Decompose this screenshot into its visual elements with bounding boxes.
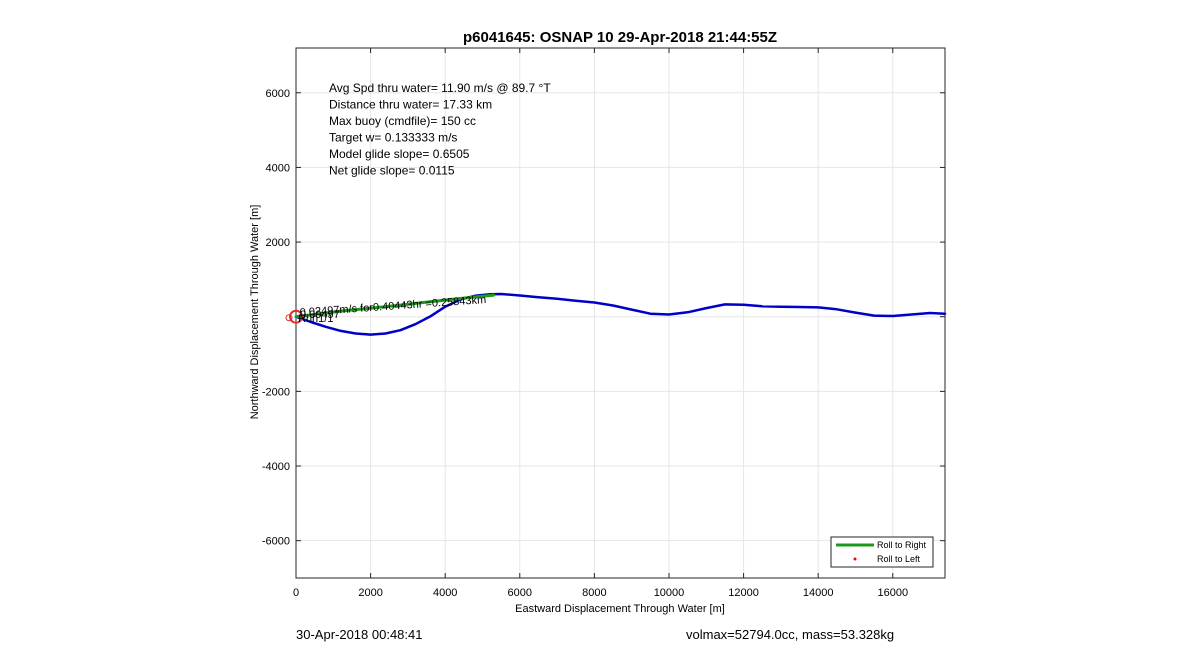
legend-label-roll-right: Roll to Right (877, 540, 927, 550)
legend-box (830, 536, 934, 568)
series (285, 292, 947, 336)
track-series-line (294, 292, 947, 336)
footer-timestamp: 30-Apr-2018 00:48:41 (296, 627, 423, 642)
roll-right-series-line (294, 293, 496, 319)
stats-annotation-line: Net glide slope= 0.0115 (329, 164, 455, 178)
start-marker (289, 309, 303, 324)
x-tick-label: 12000 (728, 587, 759, 599)
chart-title: p6041645: OSNAP 10 29-Apr-2018 21:44:55Z (463, 29, 777, 46)
stats-annotation-line: Target w= 0.133333 m/s (329, 131, 457, 145)
x-tick-label: 2000 (358, 587, 382, 599)
x-tick-label: 14000 (803, 587, 834, 599)
x-axis-label: Eastward Displacement Through Water [m] (515, 603, 725, 615)
y-tick-label: 2000 (266, 237, 290, 249)
y-tick-label: 6000 (266, 88, 290, 100)
legend: Roll to Right Roll to Left (830, 536, 934, 568)
y-tick-label: -2000 (262, 386, 290, 398)
stats-annotation-line: Avg Spd thru water= 11.90 m/s @ 89.7 °T (329, 81, 551, 95)
axis-ticks: 0 2000 4000 6000 8000 10000 12000 14000 16000 -60… (262, 48, 945, 599)
stats-annotation-line: Max buoy (cmdfile)= 150 cc (329, 114, 476, 128)
x-tick-label: 10000 (654, 587, 685, 599)
stats-annotation-line: Distance thru water= 17.33 km (329, 98, 492, 112)
y-tick-label: -4000 (262, 461, 290, 473)
x-tick-label: 0 (293, 587, 299, 599)
x-tick-label: 8000 (582, 587, 606, 599)
legend-label-roll-left: Roll to Left (877, 554, 921, 564)
legend-swatch-roll-left (853, 557, 857, 561)
stats-annotation-line: Model glide slope= 0.6505 (329, 147, 470, 161)
x-tick-label: 4000 (433, 587, 457, 599)
annotations: Avg Spd thru water= 11.90 m/s @ 89.7 °T D… (298, 81, 551, 325)
current-annotation: 0.00497 (300, 309, 340, 321)
x-tick-label: 16000 (877, 587, 908, 599)
footer-volmax-mass: volmax=52794.0cc, mass=53.328kg (686, 627, 895, 642)
current-annotation: Run1/1 (298, 313, 333, 325)
grid (295, 48, 945, 578)
x-tick-label: 6000 (508, 587, 532, 599)
y-tick-label: 4000 (266, 162, 290, 174)
y-axis-label: Northward Displacement Through Water [m] (249, 205, 261, 420)
y-tick-label: -6000 (262, 536, 290, 548)
start-marker-small (285, 314, 293, 322)
